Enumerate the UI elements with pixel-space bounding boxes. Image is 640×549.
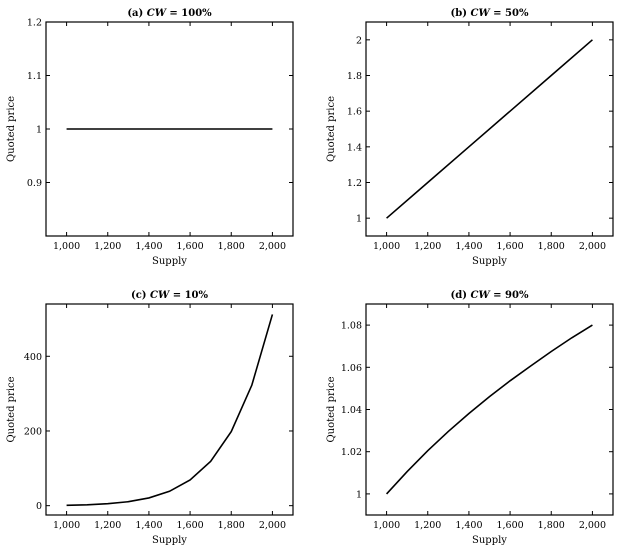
- x-tick-label: 2,000: [259, 520, 286, 531]
- x-tick-label: 2,000: [579, 520, 606, 531]
- x-axis-label: Supply: [152, 256, 187, 267]
- series-line: [66, 314, 274, 507]
- y-tick-label: 1: [356, 489, 362, 500]
- chart-title-rest: = 50%: [490, 8, 529, 19]
- y-axis-label: Quoted price: [326, 96, 337, 162]
- x-tick-label: 1,000: [53, 241, 80, 252]
- x-tick-label: 2,000: [579, 241, 606, 252]
- x-tick-label: 1,400: [135, 520, 162, 531]
- chart-title-var: CW: [150, 290, 171, 301]
- y-tick-label: 2: [356, 35, 362, 46]
- series-line: [385, 324, 593, 495]
- x-tick-label: 2,000: [259, 241, 286, 252]
- y-tick-label: 1: [36, 125, 42, 136]
- y-tick-label: 1.8: [347, 71, 362, 82]
- y-tick-label: 1.02: [341, 447, 362, 458]
- x-tick-label: 1,000: [373, 241, 400, 252]
- y-tick-label: 1.4: [347, 142, 362, 153]
- x-tick-label: 1,600: [176, 520, 203, 531]
- chart-title-prefix: (b): [451, 8, 471, 19]
- x-axis-label: Supply: [152, 535, 187, 546]
- chart-title-rest: = 10%: [169, 290, 208, 301]
- y-tick-label: 0.9: [27, 178, 42, 189]
- series-line: [386, 39, 593, 219]
- chart-title: (a) CW = 100%: [127, 8, 212, 19]
- x-tick-label: 1,200: [94, 241, 121, 252]
- plot-frame: [365, 21, 614, 237]
- y-tick-label: 1: [356, 214, 362, 225]
- chart-panel-0: (a) CW = 100% 1,000 1,200 1,400 1,600 1,800 2,…: [6, 8, 294, 267]
- y-tick-label: 200: [24, 426, 42, 437]
- x-tick-label: 1,800: [538, 241, 565, 252]
- x-tick-label: 1,200: [414, 241, 441, 252]
- plot-frame: [45, 303, 294, 516]
- x-axis-label: Supply: [472, 256, 507, 267]
- chart-title: (c) CW = 10%: [131, 290, 209, 301]
- x-tick-label: 1,800: [538, 520, 565, 531]
- chart-panel-3: (d) CW = 90% 1,000 1,200 1,400 1,600 1,800 2,0…: [326, 290, 614, 546]
- chart-title-prefix: (d): [451, 290, 471, 301]
- y-tick-label: 1.04: [341, 405, 362, 416]
- chart-title-var: CW: [470, 8, 491, 19]
- y-tick-label: 1.1: [27, 71, 42, 82]
- x-tick-label: 1,200: [94, 520, 121, 531]
- y-tick-label: 1.06: [341, 363, 362, 374]
- x-tick-label: 1,600: [176, 241, 203, 252]
- chart-title-var: CW: [470, 290, 491, 301]
- x-tick-label: 1,400: [455, 520, 482, 531]
- x-tick-label: 1,600: [496, 241, 523, 252]
- y-axis-label: Quoted price: [326, 376, 337, 442]
- chart-title: (d) CW = 90%: [451, 290, 529, 301]
- y-tick-label: 1.6: [347, 107, 362, 118]
- x-tick-label: 1,200: [414, 520, 441, 531]
- y-axis-label: Quoted price: [6, 96, 17, 162]
- x-tick-label: 1,000: [373, 520, 400, 531]
- x-tick-label: 1,400: [455, 241, 482, 252]
- x-tick-label: 1,400: [135, 241, 162, 252]
- x-tick-label: 1,000: [53, 520, 80, 531]
- y-tick-label: 1.2: [347, 178, 362, 189]
- chart-title-rest: = 100%: [166, 8, 212, 19]
- chart-panel-1: (b) CW = 50% 1,000 1,200 1,400 1,600 1,800 2,0…: [326, 8, 614, 267]
- x-tick-label: 1,800: [218, 241, 245, 252]
- y-tick-label: 1.08: [341, 321, 362, 332]
- chart-title-prefix: (a): [127, 8, 146, 19]
- chart-title-var: CW: [147, 8, 168, 19]
- x-axis-label: Supply: [472, 535, 507, 546]
- x-tick-label: 1,600: [496, 520, 523, 531]
- chart-title-prefix: (c): [131, 290, 150, 301]
- y-axis-label: Quoted price: [6, 376, 17, 442]
- y-tick-label: 1.2: [27, 18, 42, 29]
- chart-panel-2: (c) CW = 10% 1,000 1,200 1,400 1,600 1,800 2,0…: [6, 290, 294, 546]
- y-tick-label: 400: [24, 352, 42, 363]
- chart-title-rest: = 90%: [490, 290, 529, 301]
- y-tick-label: 0: [36, 501, 42, 512]
- x-tick-label: 1,800: [218, 520, 245, 531]
- chart-title: (b) CW = 50%: [451, 8, 529, 19]
